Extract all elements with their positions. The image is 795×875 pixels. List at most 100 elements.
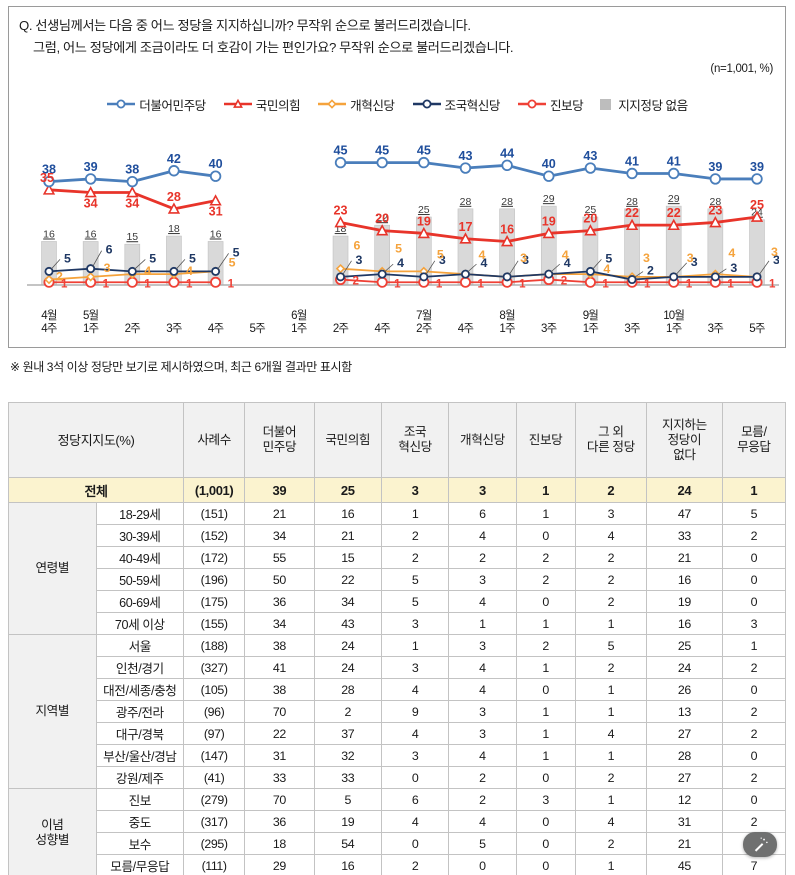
group-label-3: 이념 성향별 (8, 788, 97, 875)
point-진보당 (210, 276, 222, 288)
data-label: 3 (439, 253, 446, 267)
table-row: 대구/경북 (97) 22 37 4 3 1 4 27 2 (9, 722, 787, 745)
x-tick-week: 1주 (291, 322, 307, 335)
table-row: 지역별 서울 (188) 38 24 1 3 2 5 25 1 (8, 634, 787, 789)
point-국민의힘 (542, 226, 555, 239)
data-label: 4 (564, 256, 571, 270)
data-label: 5 (437, 247, 444, 261)
x-tick-4: 3주 (152, 310, 196, 335)
cell-value: 25 (646, 634, 723, 657)
data-label: 4 (144, 264, 151, 278)
point-더불어민주당 (709, 173, 722, 185)
data-label: 5 (395, 241, 402, 255)
x-tick-week: 2주 (124, 322, 141, 335)
table-row-total: 전체 (1,001) 39 25 3 3 1 2 24 1 (7, 477, 787, 503)
cell-value: 0 (380, 766, 450, 789)
data-label: 4 (397, 256, 404, 270)
table-row: 대전/세종/충청 (105) 38 28 4 4 0 1 26 0 (9, 678, 787, 701)
row-sample-size: (188) (183, 634, 246, 657)
row-sample-size: (151) (183, 502, 246, 525)
data-label: 3 (520, 251, 527, 265)
cell-value: 21 (313, 524, 382, 547)
x-tick-5: 4주 (194, 310, 238, 335)
x-tick-month (319, 310, 363, 323)
cell-value: 0 (448, 854, 517, 875)
legend-marker-icon (106, 98, 136, 110)
cell-value: 1 (448, 612, 517, 635)
table-row: 40-49세 (172) 55 15 2 2 2 2 21 0 (9, 546, 787, 569)
magic-wand-icon (754, 837, 768, 852)
data-label: 17 (458, 220, 472, 234)
data-label: 43 (458, 149, 472, 163)
cell-value: 33 (646, 524, 723, 547)
point-조국혁신당 (585, 266, 595, 276)
cell-value: 16 (646, 568, 723, 591)
x-tick-16: 10월 1주 (652, 310, 696, 335)
point-조국혁신당 (710, 272, 720, 282)
leader-line (550, 263, 561, 273)
x-tick-week: 5주 (749, 322, 765, 335)
x-tick-6: 5주 (235, 310, 279, 335)
data-label: 35 (40, 171, 54, 185)
point-조국혁신당 (377, 269, 387, 279)
row-sample-size: (196) (183, 568, 246, 591)
point-국민의힘 (417, 226, 430, 239)
cell-value: 2 (574, 832, 648, 855)
data-label: 1 (519, 277, 526, 290)
table-header-row: 정당지지도(%) 사례수 더불어 민주당 국민의힘 조국 혁신당 개혁신당 진보당 그 외 다른 정… (7, 402, 787, 478)
point-진보당 (126, 276, 138, 288)
cell-value: 24 (646, 477, 723, 503)
data-label: 5 (149, 251, 156, 265)
point-조국혁신당 (502, 272, 512, 282)
x-tick-week: 3주 (707, 322, 724, 335)
point-진보당 (168, 276, 180, 288)
data-label: 2 (56, 270, 63, 284)
magic-wand-button[interactable] (743, 832, 777, 857)
data-label: 41 (667, 154, 681, 168)
cell-value: 2 (515, 546, 576, 569)
legend-item-3: 개혁신당 (317, 95, 395, 114)
point-국민의힘 (167, 202, 181, 214)
cell-value: 0 (515, 810, 576, 833)
x-tick-week: 4주 (457, 322, 474, 335)
point-더불어민주당 (126, 175, 138, 188)
x-tick-month: 7월 (416, 310, 432, 322)
point-더불어민주당 (168, 165, 180, 177)
point-더불어민주당 (209, 170, 222, 182)
cell-value: 33 (313, 766, 382, 789)
cell-value: 45 (646, 854, 723, 875)
point-조국혁신당 (544, 269, 554, 279)
data-label: 23 (334, 203, 348, 217)
data-label: 41 (625, 154, 639, 168)
cell-value: 70 (244, 700, 315, 723)
data-label: 25 (750, 198, 764, 212)
table-row: 이념 성향별 진보 (279) 70 5 6 2 3 1 12 0 (8, 788, 787, 875)
table-row: 60-69세 (175) 36 34 5 4 0 2 19 0 (9, 590, 787, 613)
cell-value: 0 (721, 568, 787, 591)
leader-line (633, 271, 644, 278)
data-label: 22 (667, 206, 681, 220)
point-국민의힘 (709, 215, 722, 228)
point-진보당 (376, 276, 388, 288)
cell-value: 0 (380, 832, 450, 855)
data-label: 31 (209, 205, 223, 219)
point-더불어민주당 (418, 156, 430, 169)
data-label: 4 (186, 264, 193, 278)
cell-value: 6 (448, 502, 517, 525)
cell-value: 1 (515, 612, 576, 635)
cell-value: 2 (448, 788, 517, 811)
data-label: 15 (126, 231, 138, 243)
data-label: 6 (354, 239, 361, 253)
cell-value: 3 (448, 722, 517, 745)
point-조국혁신당 (211, 266, 221, 276)
cell-value: 37 (313, 722, 382, 745)
data-label: 18 (335, 223, 347, 235)
cell-value: 2 (721, 700, 787, 723)
data-label: 4 (728, 246, 735, 260)
cell-value: 41 (244, 656, 315, 679)
cell-value: 5 (721, 502, 787, 525)
cell-value: 2 (721, 810, 787, 833)
cell-value: 22 (244, 722, 315, 745)
data-label: 29 (543, 193, 555, 205)
